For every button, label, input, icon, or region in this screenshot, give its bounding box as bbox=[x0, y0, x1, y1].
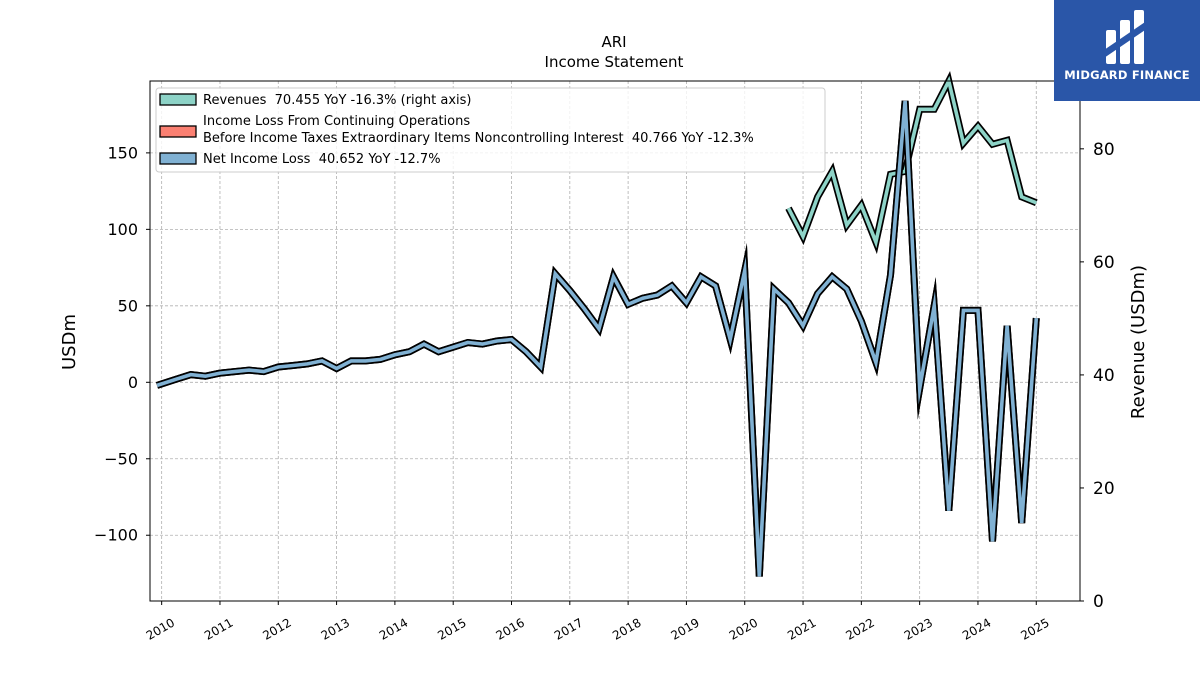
legend-label-income-before-taxes: Income Loss From Continuing Operations B… bbox=[0, 0, 774, 146]
logo-name: MIDGARD FINANCE bbox=[1064, 68, 1190, 82]
y2-tick-label: 40 bbox=[1093, 366, 1115, 386]
x-tick-label: 2024 bbox=[960, 615, 993, 642]
x-tick-label: 2023 bbox=[902, 615, 935, 642]
series-net-income-line bbox=[156, 100, 1039, 577]
x-tick-label: 2018 bbox=[610, 615, 643, 642]
series-layer bbox=[155, 70, 1040, 577]
legend-swatch-revenues bbox=[159, 93, 197, 106]
y-tick-label: 100 bbox=[107, 220, 138, 239]
series-revenues-line bbox=[786, 75, 1037, 249]
x-tick-label: 2011 bbox=[202, 615, 235, 642]
chart-title: ARI bbox=[601, 33, 626, 51]
legend-label-income-before-taxes-line1: Income Loss From Continuing Operations bbox=[203, 114, 470, 129]
y2-tick-label: 20 bbox=[1093, 479, 1115, 499]
chart-subtitle: Income Statement bbox=[545, 53, 684, 71]
x-tick-label: 2010 bbox=[144, 615, 177, 642]
x-tick-label: 2017 bbox=[552, 615, 585, 642]
y-tick-label: 150 bbox=[107, 143, 138, 162]
x-tick-label: 2020 bbox=[727, 615, 760, 642]
y2-tick-label: 60 bbox=[1093, 253, 1115, 273]
y-tick-label: −100 bbox=[94, 526, 138, 545]
legend-swatch-income-before-taxes bbox=[159, 125, 197, 138]
y-tick-label: −50 bbox=[104, 449, 138, 468]
y2-axis-label: Revenue (USDm) bbox=[1128, 265, 1149, 419]
y-tick-label: 50 bbox=[118, 296, 138, 315]
y2-tick-label: 80 bbox=[1093, 140, 1115, 160]
x-tick-label: 2014 bbox=[377, 615, 410, 642]
x-tick-label: 2016 bbox=[494, 615, 527, 642]
midgard-finance-logo: MIDGARD FINANCE bbox=[1054, 0, 1200, 101]
axis-ticks: 2010 2011 2012 2013 2014 2015 2016 2017 2018 2019… bbox=[94, 140, 1115, 643]
x-tick-label: 2025 bbox=[1018, 615, 1051, 642]
legend-box bbox=[155, 87, 826, 173]
legend: Revenues 70.455 YoY -16.3% (right axis) … bbox=[0, 0, 826, 173]
logo-mark-icon bbox=[1104, 10, 1148, 64]
legend-label-revenues: Revenues 70.455 YoY -16.3% (right axis) bbox=[203, 93, 472, 108]
x-tick-label: 2012 bbox=[260, 615, 293, 642]
y-axis-label: USDm bbox=[59, 314, 80, 370]
legend-swatch-net-income bbox=[159, 152, 197, 165]
x-tick-label: 2013 bbox=[319, 615, 352, 642]
x-tick-label: 2021 bbox=[785, 615, 818, 642]
x-tick-label: 2022 bbox=[843, 615, 876, 642]
legend-label-net-income: Net Income Loss 40.652 YoY -12.7% bbox=[203, 152, 441, 167]
legend-label-income-before-taxes-line2: Before Income Taxes Extraordinary Items … bbox=[203, 131, 754, 146]
x-tick-label: 2015 bbox=[435, 615, 468, 642]
y-tick-label: 0 bbox=[128, 373, 138, 392]
x-tick-label: 2019 bbox=[668, 615, 701, 642]
y2-tick-label: 0 bbox=[1093, 592, 1104, 612]
plot-frame bbox=[149, 80, 1081, 602]
